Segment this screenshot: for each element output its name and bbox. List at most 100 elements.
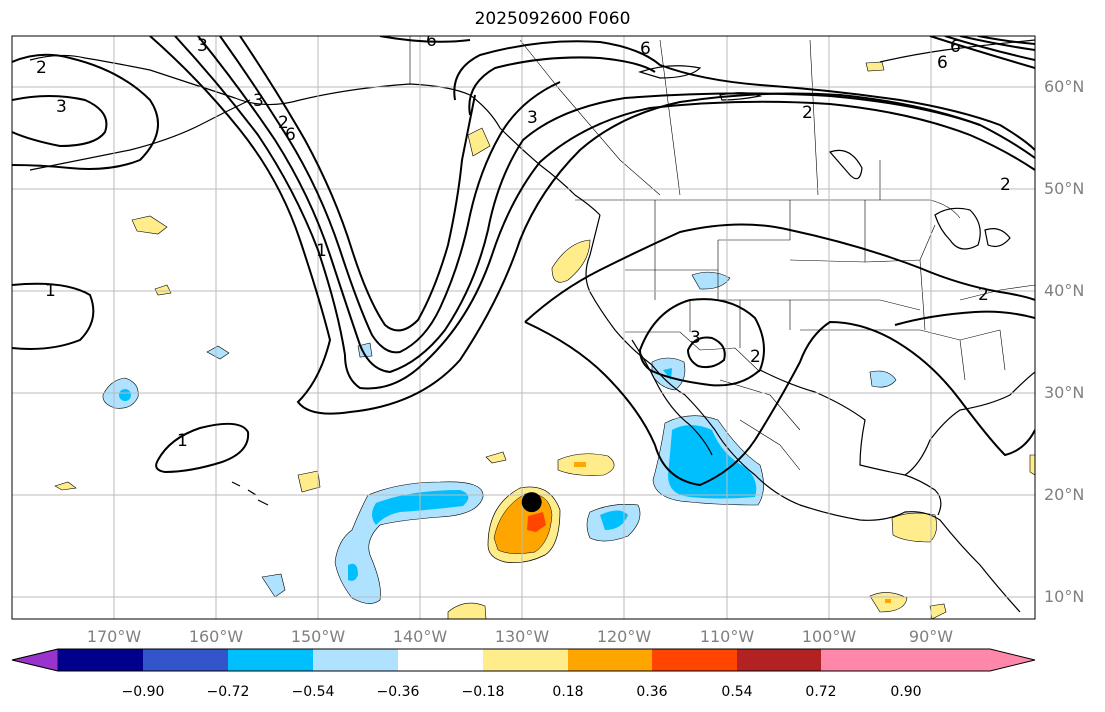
lat-label: 40°N: [1044, 281, 1085, 300]
negative-anomaly-core: [600, 510, 628, 530]
contour-lines: [12, 36, 1035, 487]
lon-label: 90°W: [908, 627, 954, 646]
contour-label: 1: [45, 281, 56, 301]
colorbar-tick-label: −0.36: [376, 684, 420, 700]
colorbar-segment: [568, 649, 652, 671]
contour-line: [174, 36, 1035, 390]
negative-anomaly-area: [261, 573, 286, 598]
hawaii: [231, 481, 269, 506]
positive-anomaly-core: [574, 462, 586, 467]
positive-anomaly-area: [297, 470, 321, 493]
contour-line: [468, 56, 656, 116]
hudson-coast: [879, 39, 1035, 63]
colorbar-segment: [143, 649, 228, 671]
contour-line: [959, 36, 1035, 51]
negative-anomaly-core: [668, 425, 757, 499]
contour-label: 1: [316, 241, 327, 261]
figure-title: 2025092600 F060: [474, 9, 631, 29]
contour-label: 6: [950, 37, 961, 57]
lat-label: 10°N: [1044, 587, 1085, 606]
lon-label: 130°W: [494, 627, 550, 646]
colorbar-tick-label: 0.72: [805, 684, 837, 700]
great-lakes: [934, 207, 1011, 250]
positive-anomaly-area: [131, 215, 168, 235]
mexico-states: [719, 379, 801, 471]
colorbar-segment: [228, 649, 313, 671]
contour-label: 3: [527, 108, 538, 128]
us-canada-border: [575, 199, 961, 219]
us-mexico-border: [625, 331, 761, 373]
graticule: [12, 36, 1035, 619]
colorbar-tick-label: 0.18: [552, 684, 584, 700]
positive-anomaly-area: [1029, 454, 1035, 476]
contour-labels: 2 3 1 1 3 6 1 6 6 3 3 2 2 6 3 2 2 6 2: [36, 31, 1011, 451]
lon-label: 170°W: [86, 627, 142, 646]
positive-anomaly-area: [891, 512, 937, 543]
contour-line: [219, 36, 561, 354]
colorbar-segment: [483, 649, 568, 671]
lat-label: 30°N: [1044, 383, 1085, 402]
contour-line: [929, 36, 1035, 69]
positive-anomaly-area: [865, 61, 885, 72]
contour-line: [944, 36, 1035, 61]
contour-line: [638, 298, 765, 387]
lon-label: 150°W: [290, 627, 346, 646]
colorbar-segment: [652, 649, 737, 671]
lat-label: 60°N: [1044, 77, 1085, 96]
contour-label: 6: [426, 31, 437, 51]
colorbar-max-extension: [821, 649, 1035, 671]
contour-label: 2: [978, 285, 989, 305]
colorbar-tick-label: 0.90: [890, 684, 922, 700]
contour-line: [12, 53, 159, 170]
contour-label: 2: [36, 58, 47, 78]
canada-provinces: [519, 39, 881, 200]
colorbar-tick-label: −0.54: [291, 684, 335, 700]
contour-label: 3: [56, 97, 67, 117]
positive-anomaly-core: [885, 599, 891, 603]
colorbar-segment: [58, 649, 143, 671]
colorbar-tick-label: −0.90: [121, 684, 165, 700]
lon-label: 100°W: [801, 627, 857, 646]
contour-line: [894, 310, 1035, 326]
colorbar-min-extension: [11, 648, 59, 672]
alaska-coastline: [29, 54, 601, 216]
contour-line: [197, 36, 981, 374]
contour-line: [12, 95, 108, 148]
negative-anomaly-area: [334, 481, 484, 604]
positive-anomaly-area: [54, 481, 77, 491]
positive-anomaly-core: [527, 512, 546, 532]
plot-frame: [11, 35, 1036, 620]
positive-anomaly-area: [467, 127, 491, 157]
positive-anomaly-area: [154, 284, 172, 296]
contour-label: 3: [197, 36, 208, 56]
contour-line: [149, 36, 1035, 415]
contour-label: 6: [640, 39, 651, 59]
baja-california: [631, 339, 713, 456]
colorbar-outline: [11, 648, 1036, 672]
negative-anomaly-core: [348, 563, 358, 581]
negative-anomaly-area: [869, 370, 897, 388]
lon-label: 140°W: [392, 627, 448, 646]
contour-label: 6: [937, 53, 948, 73]
coastlines: [29, 39, 1035, 613]
contour-line: [239, 36, 476, 332]
political-borders: [409, 36, 1035, 471]
lon-label: 110°W: [699, 627, 755, 646]
contour-label: 2: [1000, 175, 1011, 195]
us-states: [625, 200, 1035, 381]
colorbar-tick-label: −0.72: [206, 684, 250, 700]
positive-anomaly-area: [551, 239, 591, 283]
colorbar: [11, 648, 1036, 672]
contour-line: [524, 223, 1035, 323]
contour-line: [453, 40, 1035, 151]
contour-label: 2: [278, 113, 289, 133]
negative-anomaly-core: [119, 389, 131, 401]
yucatan: [904, 474, 942, 516]
lat-label: 20°N: [1044, 485, 1085, 504]
contour-label: 3: [690, 328, 701, 348]
contour-label: 2: [802, 103, 813, 123]
negative-anomaly-area: [691, 271, 731, 290]
positive-anomaly-area: [557, 453, 615, 476]
contour-line: [379, 36, 471, 43]
colorbar-tick-label: −0.18: [461, 684, 505, 700]
